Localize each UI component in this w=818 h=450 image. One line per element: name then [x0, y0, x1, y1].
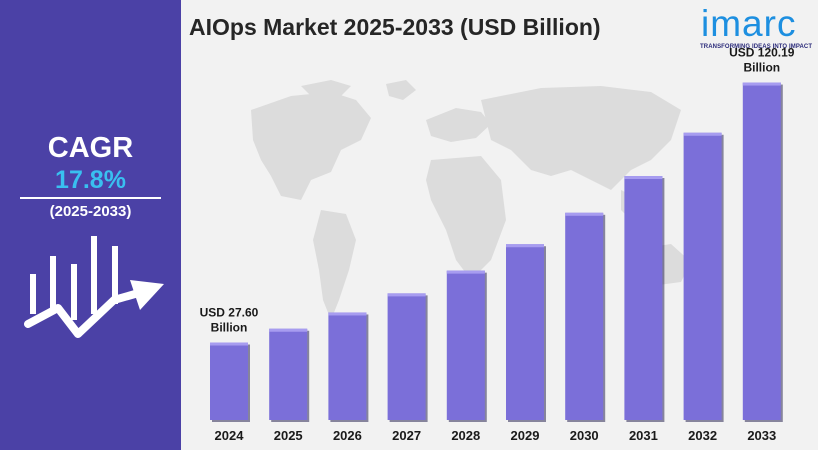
bar-top-edge [742, 82, 781, 86]
x-tick-label: 2033 [747, 428, 776, 443]
imarc-logo: imarc TRANSFORMING IDEAS INTO IMPACT [698, 4, 816, 54]
bar-top-edge [210, 342, 248, 346]
bar-top-edge [565, 212, 604, 216]
growth-bars-arrow-icon [24, 236, 164, 338]
cagr-divider [20, 197, 161, 199]
cagr-panel: CAGR 17.8% (2025-2033) [0, 0, 181, 450]
data-label-2024: USD 27.60 [200, 306, 259, 320]
x-tick-label: 2030 [570, 428, 599, 443]
bar-2026 [328, 312, 367, 420]
cagr-value: 17.8% [55, 166, 126, 194]
bar-top-edge [269, 328, 308, 332]
bar-2024 [210, 342, 248, 420]
data-label-2033: Billion [743, 61, 780, 75]
chart-title: AIOps Market 2025-2033 (USD Billion) [189, 14, 601, 40]
bar-top-edge [387, 293, 426, 297]
bar-2029 [506, 244, 544, 420]
bar-top-edge [328, 312, 367, 316]
bar-top-edge [446, 270, 485, 274]
bar-2028 [446, 270, 485, 420]
x-tick-labels: 2024 2025 2026 2027 2028 2029 2030 2031 2032 2033 [215, 428, 777, 443]
x-tick-label: 2032 [688, 428, 717, 443]
logo-tagline: TRANSFORMING IDEAS INTO IMPACT [700, 44, 813, 50]
x-tick-label: 2027 [392, 428, 421, 443]
bar-2030 [565, 212, 604, 420]
bar-top-edge [506, 244, 544, 248]
bar-2033 [742, 82, 781, 421]
world-map-background [251, 80, 691, 320]
bar-chart: 2024 2025 2026 2027 2028 2029 2030 2031 2032 2033… [200, 46, 795, 443]
x-tick-label: 2026 [333, 428, 362, 443]
bar-2025 [269, 328, 308, 420]
cagr-period: (2025-2033) [49, 203, 132, 220]
x-tick-label: 2024 [215, 428, 245, 443]
logo-wordmark: imarc [701, 3, 797, 44]
x-tick-label: 2031 [629, 428, 658, 443]
x-tick-label: 2029 [511, 428, 540, 443]
data-label-2024: Billion [211, 321, 248, 335]
bar-top-edge [683, 132, 722, 136]
bar-top-edge [624, 176, 663, 180]
bar-2027 [387, 293, 426, 420]
bars-layer [210, 82, 783, 423]
x-tick-label: 2028 [451, 428, 480, 443]
bar-2031 [624, 176, 663, 420]
cagr-label: CAGR [47, 132, 134, 164]
data-label-2033: USD 120.19 [729, 46, 795, 60]
bar-2032 [683, 132, 722, 420]
x-tick-label: 2025 [274, 428, 303, 443]
